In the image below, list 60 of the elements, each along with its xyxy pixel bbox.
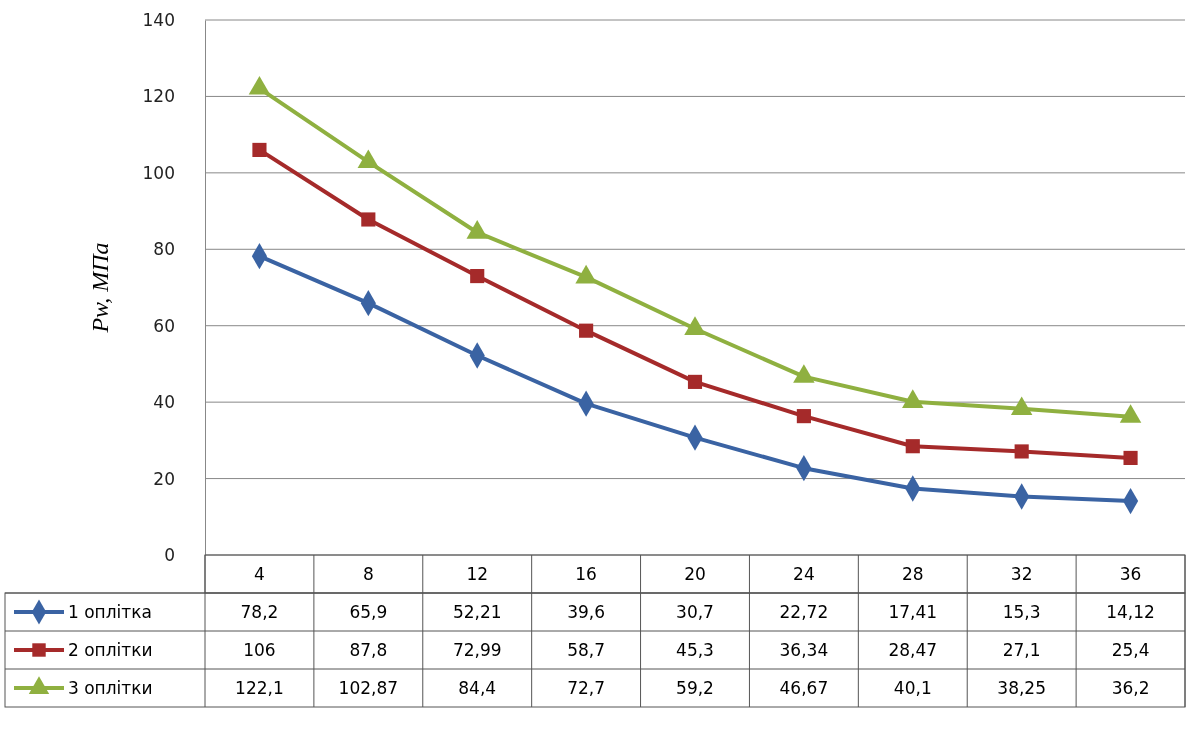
data-label: 39,6 — [567, 602, 606, 622]
data-label: 102,87 — [338, 678, 399, 698]
data-label: 59,2 — [676, 678, 714, 698]
point — [361, 212, 376, 227]
x-tick-label: 28 — [901, 564, 924, 584]
legend-label: 2 оплітки — [68, 640, 153, 660]
x-tick-label: 4 — [254, 564, 265, 584]
legend-label: 3 оплітки — [68, 678, 153, 698]
data-label: 72,99 — [452, 640, 502, 660]
x-tick-label: 32 — [1010, 564, 1033, 584]
point — [579, 323, 594, 338]
data-label: 52,21 — [452, 602, 502, 622]
data-label: 46,67 — [779, 678, 829, 698]
y-tick-label: 120 — [142, 86, 175, 107]
point — [252, 142, 267, 157]
y-tick-label: 80 — [153, 239, 175, 260]
data-label: 106 — [243, 640, 276, 660]
data-label: 45,3 — [676, 640, 714, 660]
x-tick-label: 36 — [1119, 564, 1142, 584]
data-label: 36,2 — [1111, 678, 1150, 698]
y-tick-label: 20 — [153, 468, 175, 489]
data-label: 27,1 — [1002, 640, 1041, 660]
point — [248, 76, 271, 95]
point — [470, 269, 485, 284]
data-label: 78,2 — [240, 602, 279, 622]
y-tick-label: 60 — [153, 315, 175, 336]
data-label: 72,7 — [567, 678, 606, 698]
data-label: 15,3 — [1002, 602, 1041, 622]
data-label: 65,9 — [349, 602, 388, 622]
legend-label: 1 оплітка — [68, 602, 152, 622]
point — [687, 374, 703, 389]
data-label: 38,25 — [997, 678, 1046, 698]
y-tick-label: 100 — [142, 162, 175, 183]
point — [905, 439, 920, 454]
x-tick-label: 8 — [362, 564, 374, 584]
y-axis-title: Pw, МПа — [87, 242, 113, 334]
data-label: 17,41 — [888, 602, 938, 622]
data-label: 84,4 — [458, 678, 497, 698]
x-tick-label: 20 — [684, 564, 706, 584]
data-label: 36,34 — [779, 640, 829, 660]
data-label: 40,1 — [893, 678, 932, 698]
point — [466, 220, 488, 239]
x-tick-label: 16 — [575, 564, 597, 584]
data-label: 122,1 — [235, 678, 284, 698]
data-label: 87,8 — [349, 640, 388, 660]
x-tick-label: 12 — [466, 564, 489, 584]
data-label: 14,12 — [1106, 602, 1155, 622]
y-tick-label: 140 — [142, 9, 175, 30]
point — [796, 409, 811, 424]
point — [1014, 444, 1029, 459]
data-label: 25,4 — [1111, 640, 1150, 660]
y-tick-label: 40 — [153, 392, 175, 413]
y-tick-label: 0 — [164, 544, 175, 565]
point — [357, 149, 380, 169]
data-label: 22,72 — [779, 602, 829, 622]
x-tick-label: 24 — [793, 564, 815, 584]
data-label: 30,7 — [676, 602, 714, 622]
data-label: 28,47 — [888, 640, 938, 660]
data-label: 58,7 — [567, 640, 606, 660]
point — [1123, 450, 1138, 466]
